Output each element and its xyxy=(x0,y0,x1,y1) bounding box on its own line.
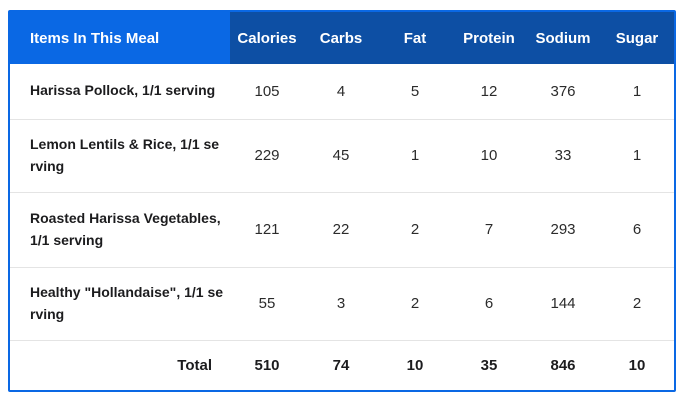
sodium-value: 144 xyxy=(526,267,600,341)
calories-value: 229 xyxy=(230,119,304,193)
sugar-value: 2 xyxy=(600,267,674,341)
header-carbs: Carbs xyxy=(304,12,378,64)
item-name: Healthy "Hollandaise", 1/1 serving xyxy=(10,267,230,341)
header-items-in-this-meal: Items In This Meal xyxy=(10,12,230,64)
item-name: Harissa Pollock, 1/1 serving xyxy=(10,64,230,120)
protein-value: 10 xyxy=(452,119,526,193)
table-row: Harissa Pollock, 1/1 serving 105 4 5 12 … xyxy=(10,64,674,120)
sugar-value: 1 xyxy=(600,64,674,120)
sugar-value: 1 xyxy=(600,119,674,193)
total-carbs: 74 xyxy=(332,356,350,374)
total-label: Total xyxy=(177,356,212,374)
header-calories: Calories xyxy=(230,12,304,64)
table-row: Lemon Lentils & Rice, 1/1 serving 229 45… xyxy=(10,119,674,193)
calories-value: 105 xyxy=(230,64,304,120)
fat-value: 2 xyxy=(378,267,452,341)
table-row: Healthy "Hollandaise", 1/1 serving 55 3 … xyxy=(10,267,674,341)
header-sodium: Sodium xyxy=(526,12,600,64)
header-protein: Protein xyxy=(452,12,526,64)
fat-value: 1 xyxy=(378,119,452,193)
nutrition-table-container: Items In This Meal Calories Carbs Fat Pr… xyxy=(8,10,676,392)
sodium-value: 33 xyxy=(526,119,600,193)
protein-value: 12 xyxy=(452,64,526,120)
calories-value: 121 xyxy=(230,192,304,268)
sugar-value: 6 xyxy=(600,192,674,268)
item-name: Roasted Harissa Vegetables, 1/1 serving xyxy=(10,192,230,268)
total-sugar: 10 xyxy=(628,356,646,374)
header-row: Items In This Meal Calories Carbs Fat Pr… xyxy=(10,12,674,64)
total-protein: 35 xyxy=(480,356,498,374)
carbs-value: 3 xyxy=(304,267,378,341)
table-body: Harissa Pollock, 1/1 serving 105 4 5 12 … xyxy=(10,64,674,390)
sodium-value: 293 xyxy=(526,192,600,268)
fat-value: 5 xyxy=(378,64,452,120)
sodium-value: 376 xyxy=(526,64,600,120)
header-sugar: Sugar xyxy=(600,12,674,64)
total-sodium: 846 xyxy=(550,356,576,374)
total-calories: 510 xyxy=(254,356,280,374)
carbs-value: 4 xyxy=(304,64,378,120)
item-name: Lemon Lentils & Rice, 1/1 serving xyxy=(10,119,230,193)
total-row: Total 510 74 10 35 846 10 xyxy=(10,340,674,390)
total-fat: 10 xyxy=(406,356,424,374)
protein-value: 7 xyxy=(452,192,526,268)
fat-value: 2 xyxy=(378,192,452,268)
table-header: Items In This Meal Calories Carbs Fat Pr… xyxy=(10,12,674,64)
header-fat: Fat xyxy=(378,12,452,64)
protein-value: 6 xyxy=(452,267,526,341)
carbs-value: 45 xyxy=(304,119,378,193)
carbs-value: 22 xyxy=(304,192,378,268)
table-row: Roasted Harissa Vegetables, 1/1 serving … xyxy=(10,192,674,268)
nutrition-table: Items In This Meal Calories Carbs Fat Pr… xyxy=(10,12,674,390)
calories-value: 55 xyxy=(230,267,304,341)
